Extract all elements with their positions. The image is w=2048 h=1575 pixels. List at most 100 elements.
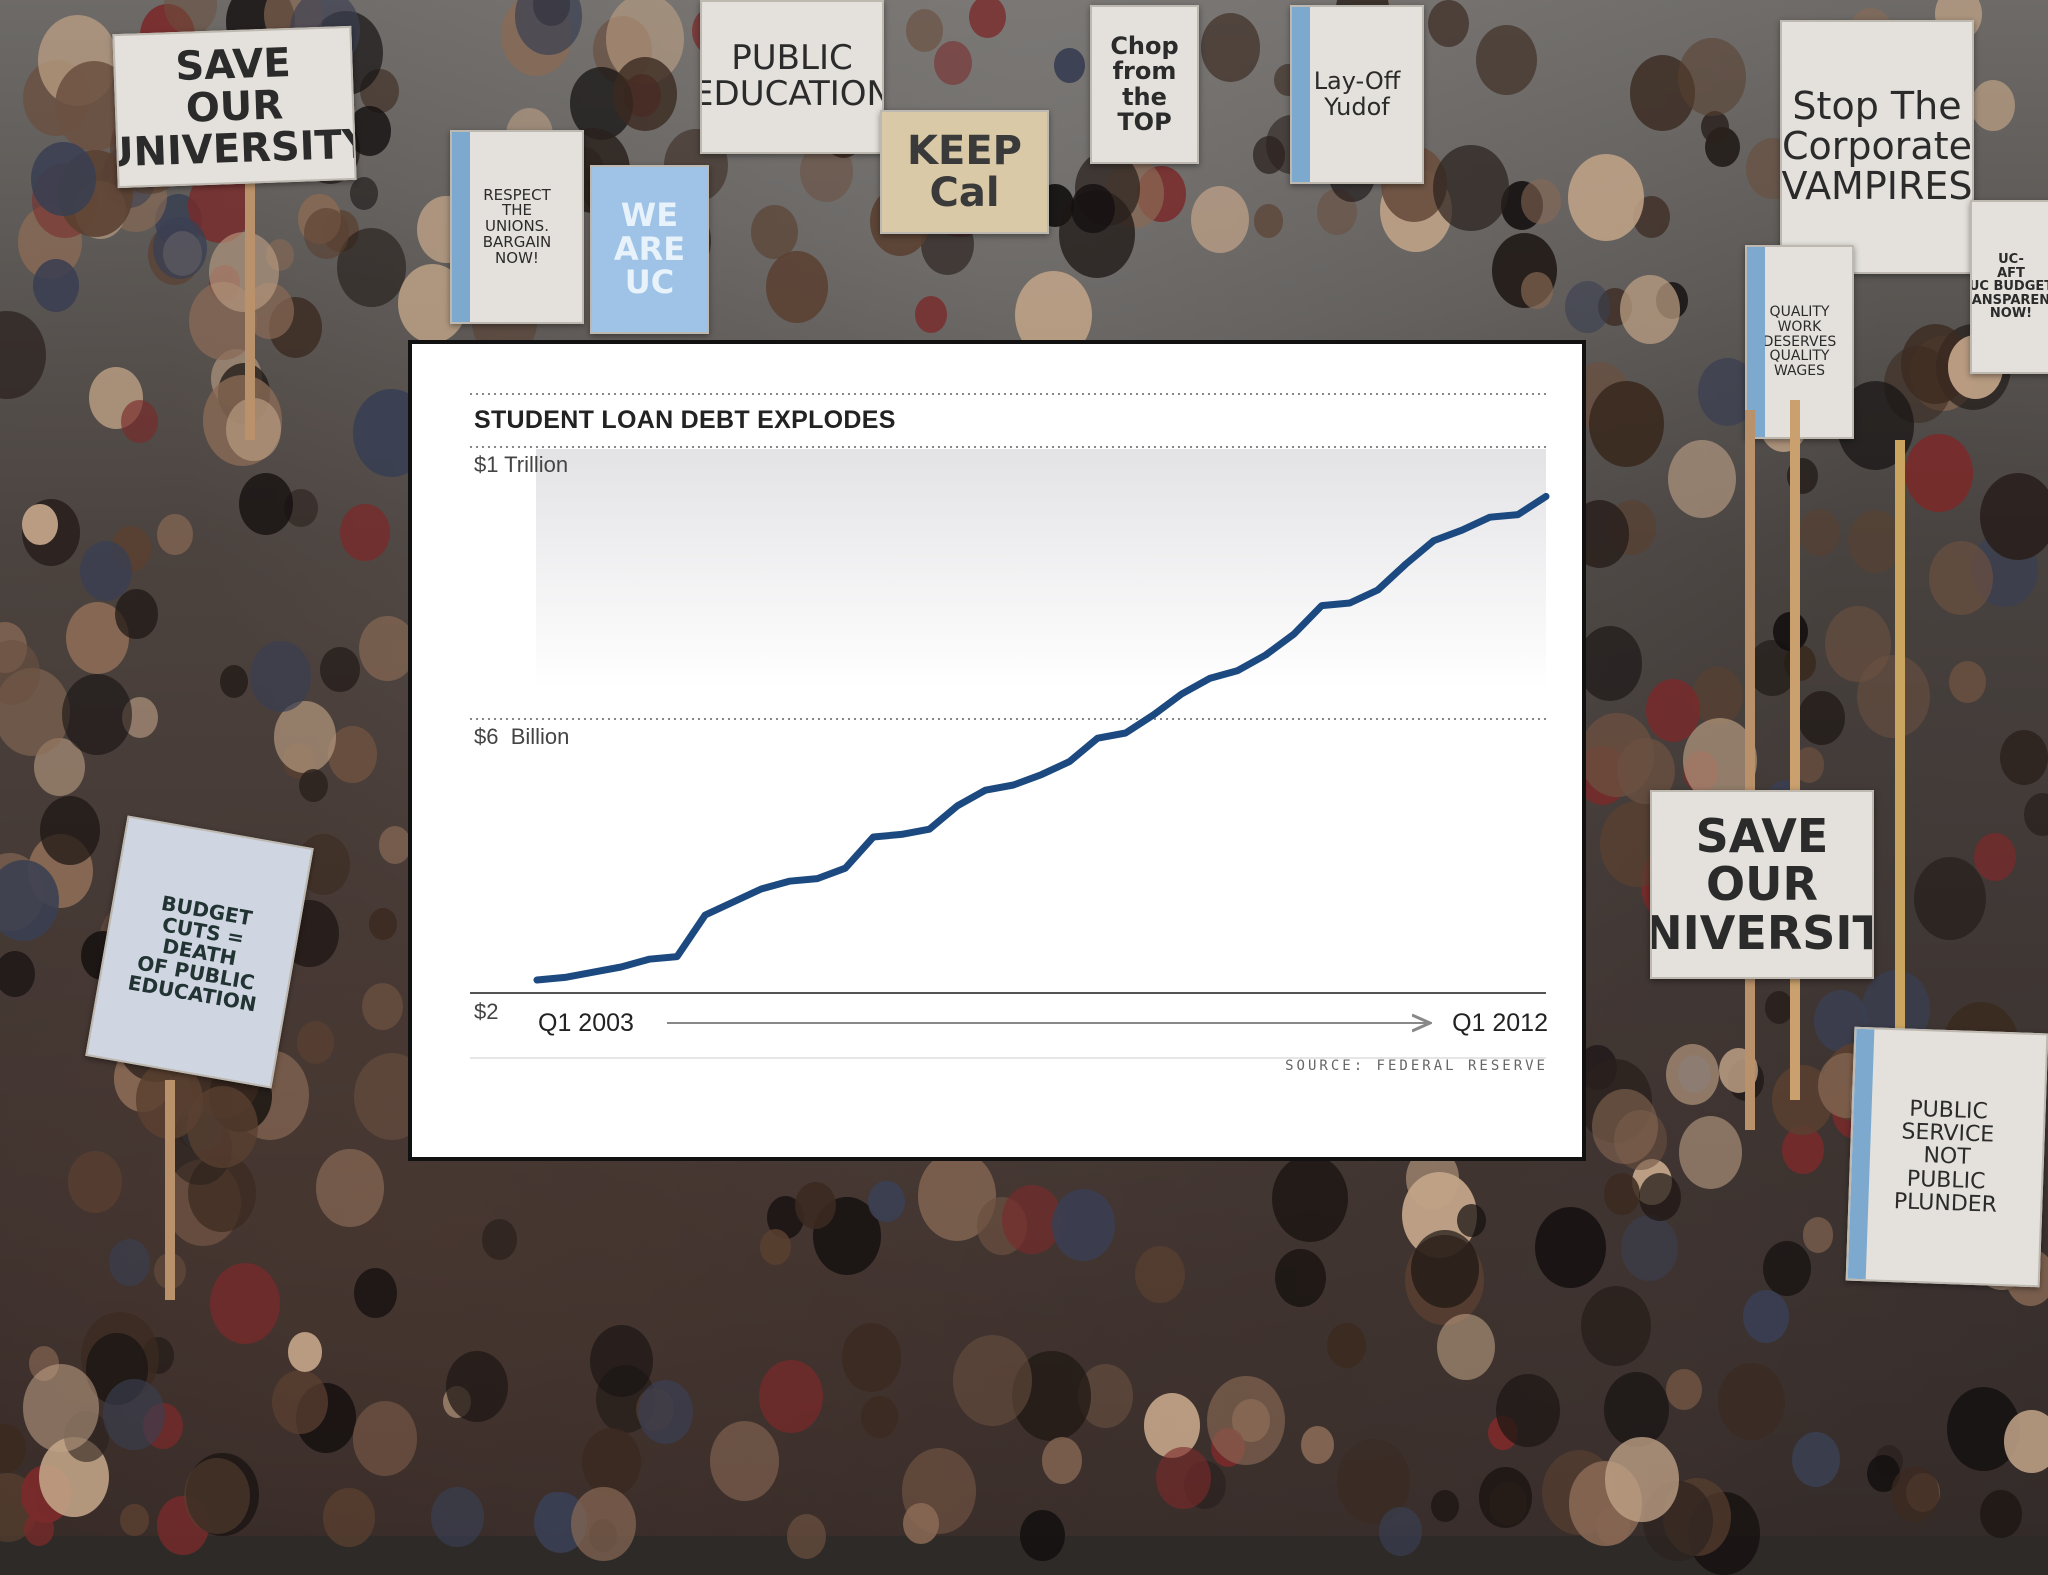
crowd-figure xyxy=(537,1492,573,1534)
y-tick-label: $2 xyxy=(474,999,498,1025)
crowd-figure xyxy=(362,983,403,1030)
crowd-figure xyxy=(1799,509,1840,556)
crowd-figure xyxy=(915,296,947,333)
crowd-figure xyxy=(1135,1246,1185,1303)
crowd-figure xyxy=(184,1458,250,1534)
crowd-figure xyxy=(2004,1410,2048,1473)
crowd-figure xyxy=(220,665,249,698)
y-tick-label: $6 Billion xyxy=(474,724,569,750)
sign-text: PUBLIC EDUCATION xyxy=(700,41,884,112)
crowd-figure xyxy=(1272,1155,1348,1242)
sign-text: QUALITY WORK DESERVES QUALITY WAGES xyxy=(1763,305,1837,378)
sign-we-are-uc: WE ARE UC xyxy=(590,165,709,334)
crowd-figure xyxy=(210,1263,280,1344)
sign-text: SAVE OUR UNIVERSITY xyxy=(112,39,356,174)
crowd-figure xyxy=(590,1325,653,1397)
crowd-figure xyxy=(787,1514,826,1559)
crowd-figure xyxy=(1980,1490,2022,1538)
crowd-figure xyxy=(1565,281,1610,333)
crowd-figure xyxy=(1437,1314,1495,1380)
crowd-figure xyxy=(274,701,336,772)
crowd-figure xyxy=(354,1268,397,1318)
sign-keep-cal: KEEP Cal xyxy=(880,110,1049,234)
crowd-figure xyxy=(638,1380,693,1444)
crowd-figure xyxy=(103,1379,164,1450)
crowd-figure xyxy=(288,1332,322,1371)
crowd-figure xyxy=(1521,272,1552,308)
crowd-figure xyxy=(1666,1044,1719,1105)
sign-public-service: PUBLIC SERVICE NOT PUBLIC PLUNDER xyxy=(1846,1027,2048,1288)
crowd-figure xyxy=(1914,857,1986,940)
crowd-figure xyxy=(1891,1466,1940,1522)
crowd-figure xyxy=(1929,541,1993,615)
crowd-figure xyxy=(710,1421,779,1500)
crowd-figure xyxy=(1825,606,1891,682)
crowd-figure xyxy=(250,641,312,712)
crowd-figure xyxy=(1521,179,1561,225)
crowd-figure xyxy=(153,217,207,279)
crowd-figure xyxy=(482,1219,517,1259)
sign-text: SAVE OUR UNIVERSITY xyxy=(1650,812,1874,957)
crowd-figure xyxy=(1479,1467,1532,1528)
crowd-figure xyxy=(582,1428,641,1496)
sign-text: KEEP Cal xyxy=(907,130,1022,214)
chart-card: STUDENT LOAN DEBT EXPLODES $1 Trillion $… xyxy=(408,340,1586,1161)
crowd-figure xyxy=(1589,381,1664,467)
crowd-figure xyxy=(1411,1230,1479,1308)
crowd-figure xyxy=(272,1370,328,1434)
crowd-figure xyxy=(1201,13,1261,82)
crowd-figure xyxy=(1639,1173,1681,1221)
crowd-figure xyxy=(1042,1437,1082,1483)
crowd-figure xyxy=(1052,1189,1114,1261)
crowd-figure xyxy=(1535,1207,1606,1289)
sign-layoff-yudof: Lay-Off Yudof xyxy=(1290,5,1424,184)
crowd-figure xyxy=(1679,1116,1743,1189)
crowd-figure xyxy=(379,826,412,864)
crowd-figure xyxy=(2000,730,2048,785)
sign-pole xyxy=(245,180,255,440)
crowd-figure xyxy=(861,1396,898,1438)
crowd-figure xyxy=(1071,184,1114,234)
crowd-figure xyxy=(323,1488,374,1547)
crowd-figure xyxy=(109,1239,150,1286)
crowd-figure xyxy=(1803,1217,1834,1253)
source-note: SOURCE: FEDERAL RESERVE xyxy=(1285,1058,1548,1074)
crowd-figure xyxy=(40,796,100,865)
crowd-figure xyxy=(1620,275,1680,344)
sign-pole xyxy=(1790,400,1800,1100)
crowd-figure xyxy=(1666,1369,1702,1410)
sign-save-our-university-right: SAVE OUR UNIVERSITY xyxy=(1650,790,1874,979)
crowd-figure xyxy=(842,1323,902,1392)
crowd-figure xyxy=(1605,1437,1678,1521)
sign-pole xyxy=(1745,410,1755,1130)
sign-stripe xyxy=(452,132,470,322)
sign-pole xyxy=(165,1080,175,1300)
crowd-figure xyxy=(571,1487,636,1562)
crowd-figure xyxy=(316,1149,383,1226)
crowd-figure xyxy=(1974,833,2016,881)
shaded-band xyxy=(536,449,1546,689)
sign-text: PUBLIC SERVICE NOT PUBLIC PLUNDER xyxy=(1893,1098,2000,1217)
sign-stripe xyxy=(1747,247,1765,437)
crowd-figure xyxy=(1743,1290,1789,1343)
sign-stripe xyxy=(1292,7,1310,182)
crowd-figure xyxy=(62,674,133,755)
sign-pole xyxy=(1895,440,1905,1120)
sign-save-our-university: SAVE OUR UNIVERSITY xyxy=(112,26,356,188)
crowd-figure xyxy=(209,232,279,312)
crowd-figure xyxy=(1301,1426,1334,1464)
crowd-figure xyxy=(297,1021,334,1063)
sign-text: WE ARE UC xyxy=(614,199,685,300)
crowd-figure xyxy=(1604,1372,1669,1447)
crowd-figure xyxy=(1578,626,1642,700)
sign-text: Stop The Corporate VAMPIRES xyxy=(1782,87,1973,207)
crowd-figure xyxy=(22,504,58,545)
crowd-figure xyxy=(1568,154,1644,241)
crowd-figure xyxy=(431,1487,483,1547)
crowd-figure xyxy=(353,1401,418,1475)
crowd-figure xyxy=(1275,1249,1326,1308)
crowd-figure xyxy=(903,1503,939,1544)
crowd-figure xyxy=(1476,25,1537,95)
crowd-figure xyxy=(1433,145,1508,231)
crowd-figure xyxy=(766,251,828,323)
